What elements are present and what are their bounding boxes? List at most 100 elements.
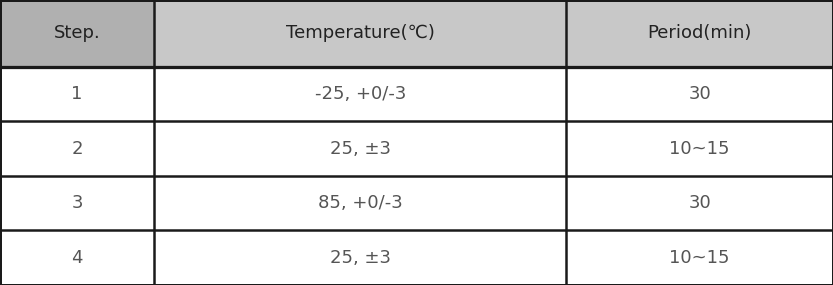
Text: 25, ±3: 25, ±3 xyxy=(330,249,391,267)
Text: KEIT: KEIT xyxy=(330,7,347,16)
Text: KEIT: KEIT xyxy=(0,31,8,40)
Text: 2: 2 xyxy=(72,140,82,158)
Text: KEIT: KEIT xyxy=(40,273,57,282)
Text: KEIT: KEIT xyxy=(426,7,443,16)
Text: KEIT: KEIT xyxy=(282,7,298,16)
Text: KEIT: KEIT xyxy=(88,79,105,88)
Text: KEIT: KEIT xyxy=(88,200,105,209)
Text: KEIT: KEIT xyxy=(137,79,153,88)
Text: KEIT: KEIT xyxy=(378,176,395,185)
Text: KEIT: KEIT xyxy=(185,128,202,137)
Text: KEIT: KEIT xyxy=(40,200,57,209)
Text: KEIT: KEIT xyxy=(137,103,153,113)
Text: KEIT: KEIT xyxy=(330,273,347,282)
Text: KEIT: KEIT xyxy=(0,273,8,282)
Bar xyxy=(0,176,154,231)
Text: KEIT: KEIT xyxy=(40,176,57,185)
Bar xyxy=(154,121,566,176)
Text: KEIT: KEIT xyxy=(523,176,540,185)
Text: KEIT: KEIT xyxy=(282,128,298,137)
Text: KEIT: KEIT xyxy=(233,103,250,113)
Text: KEIT: KEIT xyxy=(378,7,395,16)
Text: KEIT: KEIT xyxy=(40,79,57,88)
Text: KEIT: KEIT xyxy=(233,55,250,64)
Text: KEIT: KEIT xyxy=(185,225,202,234)
Text: 1: 1 xyxy=(72,85,82,103)
Text: KEIT: KEIT xyxy=(330,128,347,137)
Text: KEIT: KEIT xyxy=(426,128,443,137)
Bar xyxy=(154,0,833,67)
Text: KEIT: KEIT xyxy=(330,152,347,161)
Text: KEIT: KEIT xyxy=(765,31,781,40)
Text: KEIT: KEIT xyxy=(0,7,8,16)
Text: KEIT: KEIT xyxy=(668,7,685,16)
Text: KEIT: KEIT xyxy=(378,31,395,40)
Text: KEIT: KEIT xyxy=(330,200,347,209)
Text: KEIT: KEIT xyxy=(813,176,830,185)
Text: KEIT: KEIT xyxy=(282,176,298,185)
Text: KEIT: KEIT xyxy=(233,31,250,40)
Text: Temperature(℃): Temperature(℃) xyxy=(286,25,435,42)
Bar xyxy=(0,67,154,121)
Text: KEIT: KEIT xyxy=(137,152,153,161)
Bar xyxy=(0,121,154,176)
Text: KEIT: KEIT xyxy=(40,103,57,113)
Text: KEIT: KEIT xyxy=(233,79,250,88)
Text: KEIT: KEIT xyxy=(716,128,733,137)
Text: KEIT: KEIT xyxy=(185,55,202,64)
Text: KEIT: KEIT xyxy=(233,225,250,234)
Text: KEIT: KEIT xyxy=(40,55,57,64)
Text: KEIT: KEIT xyxy=(813,152,830,161)
Text: KEIT: KEIT xyxy=(185,152,202,161)
Text: 10~15: 10~15 xyxy=(670,140,730,158)
Text: KEIT: KEIT xyxy=(765,225,781,234)
Text: KEIT: KEIT xyxy=(523,225,540,234)
Text: KEIT: KEIT xyxy=(330,55,347,64)
Text: KEIT: KEIT xyxy=(620,152,636,161)
Text: KEIT: KEIT xyxy=(378,200,395,209)
Text: KEIT: KEIT xyxy=(185,273,202,282)
Text: KEIT: KEIT xyxy=(716,152,733,161)
Text: KEIT: KEIT xyxy=(426,200,443,209)
Text: KEIT: KEIT xyxy=(475,249,491,258)
Text: KEIT: KEIT xyxy=(378,225,395,234)
Text: KEIT: KEIT xyxy=(185,176,202,185)
Text: KEIT: KEIT xyxy=(137,200,153,209)
Text: KEIT: KEIT xyxy=(330,79,347,88)
Text: KEIT: KEIT xyxy=(668,273,685,282)
Text: 85, +0/-3: 85, +0/-3 xyxy=(318,194,402,212)
Text: KEIT: KEIT xyxy=(668,79,685,88)
Text: KEIT: KEIT xyxy=(523,7,540,16)
Text: KEIT: KEIT xyxy=(137,225,153,234)
Text: KEIT: KEIT xyxy=(765,249,781,258)
Text: KEIT: KEIT xyxy=(765,176,781,185)
Text: KEIT: KEIT xyxy=(0,249,8,258)
Text: KEIT: KEIT xyxy=(765,7,781,16)
Text: KEIT: KEIT xyxy=(137,55,153,64)
Text: KEIT: KEIT xyxy=(571,273,588,282)
Text: KEIT: KEIT xyxy=(40,7,57,16)
Text: KEIT: KEIT xyxy=(523,152,540,161)
Text: KEIT: KEIT xyxy=(765,273,781,282)
Text: KEIT: KEIT xyxy=(426,152,443,161)
Text: KEIT: KEIT xyxy=(426,31,443,40)
Text: KEIT: KEIT xyxy=(282,55,298,64)
Text: KEIT: KEIT xyxy=(88,152,105,161)
Text: KEIT: KEIT xyxy=(765,79,781,88)
Text: KEIT: KEIT xyxy=(620,249,636,258)
Text: KEIT: KEIT xyxy=(571,225,588,234)
Text: KEIT: KEIT xyxy=(137,7,153,16)
Text: KEIT: KEIT xyxy=(716,249,733,258)
Text: KEIT: KEIT xyxy=(475,128,491,137)
Text: KEIT: KEIT xyxy=(282,225,298,234)
Text: KEIT: KEIT xyxy=(523,128,540,137)
Text: KEIT: KEIT xyxy=(716,103,733,113)
Text: KEIT: KEIT xyxy=(523,31,540,40)
Text: KEIT: KEIT xyxy=(426,273,443,282)
Text: KEIT: KEIT xyxy=(282,31,298,40)
Text: KEIT: KEIT xyxy=(475,225,491,234)
Text: 30: 30 xyxy=(688,85,711,103)
Text: KEIT: KEIT xyxy=(813,55,830,64)
Text: KEIT: KEIT xyxy=(233,128,250,137)
Text: KEIT: KEIT xyxy=(88,225,105,234)
